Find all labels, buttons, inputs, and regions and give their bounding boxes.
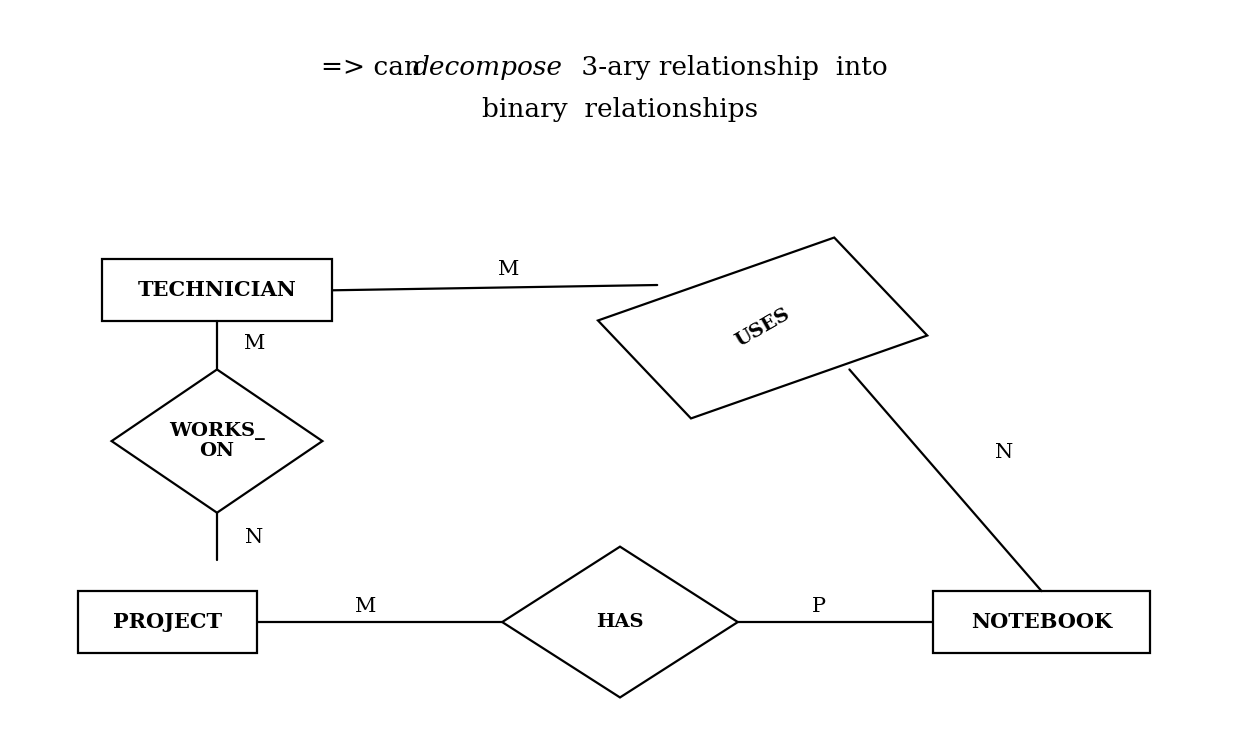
Text: P: P bbox=[811, 597, 826, 617]
Text: N: N bbox=[246, 528, 263, 547]
Text: WORKS_
ON: WORKS_ ON bbox=[169, 421, 265, 461]
Polygon shape bbox=[112, 369, 322, 513]
Text: N: N bbox=[996, 443, 1013, 462]
Text: => can: => can bbox=[321, 55, 429, 81]
Bar bbox=[932, 591, 1149, 653]
Text: TECHNICIAN: TECHNICIAN bbox=[138, 280, 296, 300]
Polygon shape bbox=[502, 547, 738, 697]
Bar bbox=[78, 591, 258, 653]
Text: PROJECT: PROJECT bbox=[113, 612, 222, 632]
Text: 3-ary relationship  into: 3-ary relationship into bbox=[573, 55, 888, 81]
Text: M: M bbox=[497, 260, 520, 280]
Text: M: M bbox=[243, 333, 265, 353]
Text: USES: USES bbox=[733, 305, 792, 351]
Text: decompose: decompose bbox=[413, 55, 563, 81]
Text: NOTEBOOK: NOTEBOOK bbox=[971, 612, 1112, 632]
Text: binary  relationships: binary relationships bbox=[482, 97, 758, 122]
Text: HAS: HAS bbox=[596, 613, 644, 631]
Bar bbox=[102, 259, 331, 321]
Text: M: M bbox=[355, 597, 377, 617]
Polygon shape bbox=[598, 238, 928, 418]
